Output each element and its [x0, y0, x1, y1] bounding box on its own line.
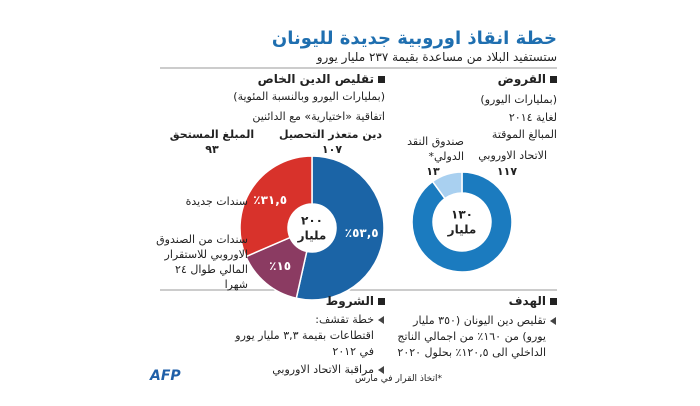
- chart-note: اتفاقية «اختيارية» مع الدائنين: [252, 110, 385, 123]
- chart-subtitle: (بمليارات اليورو وبالنسبة المئوية): [233, 90, 385, 103]
- section-title: القروض: [497, 72, 546, 86]
- list-bullet: [378, 366, 384, 374]
- chart-subtitle: (بمليارات اليورو): [480, 93, 557, 106]
- pie-segment: [239, 155, 313, 258]
- section-title: الشروط: [325, 294, 374, 308]
- goal-text: تقليص دين اليونان (٣٥٠ مليار: [413, 314, 546, 327]
- amount-label: المبلغ المستحق: [169, 128, 255, 141]
- list-bullet: [378, 316, 384, 324]
- subtitle: ستستفيد البلاد من مساعدة بقيمة ٢٣٧ مليار…: [316, 50, 557, 64]
- category-label: صندوق النقد الدولي*: [407, 135, 464, 163]
- category-label: سندات جديدة: [185, 195, 248, 208]
- amount-value: ١٠٧: [321, 143, 343, 156]
- condition-text: مراقبة الاتحاد الاوروبي: [272, 363, 374, 376]
- value-label: ١٥٪: [269, 259, 291, 273]
- category-label: الاتحاد الاوروبي: [478, 149, 547, 162]
- center-label: مليار: [297, 229, 327, 243]
- pie-segment: [295, 155, 385, 301]
- logo: AFP: [150, 368, 181, 384]
- section-bullet: [378, 298, 385, 305]
- amount-label: دين متعذر التحصيل: [279, 128, 382, 141]
- condition-text: خطة تقشف:: [315, 313, 374, 326]
- value-label: ٣١,٥٪: [253, 193, 287, 207]
- center-label: ١٣٠: [451, 208, 473, 222]
- section-title: تقليص الدين الخاص: [257, 72, 374, 86]
- center-label: ٢٠٠: [301, 214, 323, 228]
- chart-note: المبالغ الموقتة: [491, 128, 557, 141]
- title: خطة انقاذ اوروبية جديدة لليونان: [271, 28, 557, 49]
- condition-text: اقتطاعات بقيمة ٣,٣ مليار يورو: [235, 329, 374, 342]
- pie-segment: [431, 171, 463, 200]
- center-label: مليار: [447, 223, 477, 237]
- section-bullet: [378, 76, 385, 83]
- footnote: *اتخاذ القرار في مارس: [355, 374, 442, 384]
- condition-text: في ٢٠١٢: [332, 345, 374, 358]
- value-label: ١٣: [426, 165, 440, 178]
- goal-text: يورو) من ١٦٠٪ من اجمالي الناتج: [397, 330, 546, 343]
- category-label: سندات من الصندوق الاوروبي للاستقرار الما…: [156, 233, 248, 291]
- value-label: ٥٣,٥٪: [345, 226, 379, 240]
- pie-segment: [411, 171, 513, 273]
- chart-note: لغاية ٢٠١٤: [508, 111, 557, 124]
- section-title: الهدف: [508, 294, 546, 308]
- value-label: ١١٧: [496, 165, 518, 178]
- goal-text: الداخلي الى ١٢٠,٥٪ بحلول ٢٠٢٠: [397, 346, 546, 359]
- list-bullet: [550, 317, 556, 325]
- section-bullet: [550, 76, 557, 83]
- section-bullet: [550, 298, 557, 305]
- amount-value: ٩٣: [205, 143, 219, 156]
